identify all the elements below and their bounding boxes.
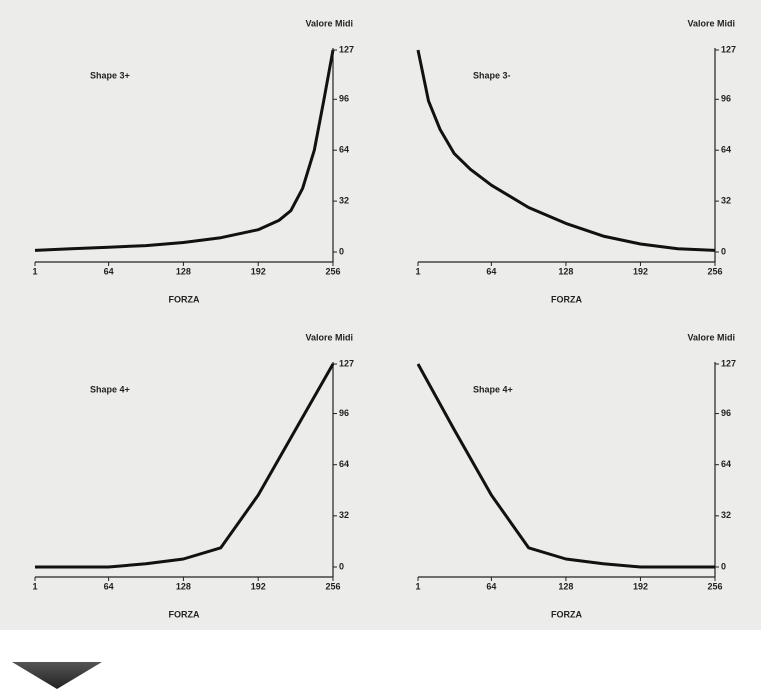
y-tick-label: 96 [721, 94, 731, 104]
x-axis-label: FORZA [169, 609, 200, 619]
x-axis-label: FORZA [551, 609, 582, 619]
x-tick-label: 256 [325, 266, 340, 276]
x-tick-label: 192 [633, 581, 648, 591]
y-tick-label: 32 [721, 195, 731, 205]
x-tick-label: 128 [176, 581, 191, 591]
x-tick-label: 64 [486, 581, 496, 591]
y-tick-label: 64 [721, 459, 731, 469]
shape-label: Shape 3- [473, 70, 511, 80]
x-tick-label: 1 [415, 266, 420, 276]
y-axis-label: Valore Midi [687, 18, 735, 28]
y-axis-label: Valore Midi [305, 18, 353, 28]
y-tick-label: 127 [339, 44, 354, 54]
shape-label: Shape 4+ [90, 384, 130, 394]
x-tick-label: 128 [558, 266, 573, 276]
y-tick-label: 32 [721, 510, 731, 520]
x-tick-label: 256 [707, 581, 722, 591]
next-arrow[interactable] [12, 662, 102, 689]
x-tick-label: 256 [707, 266, 722, 276]
y-tick-label: 64 [721, 145, 731, 155]
curve [35, 363, 335, 569]
y-tick-label: 127 [721, 44, 736, 54]
x-tick-label: 1 [32, 266, 37, 276]
y-tick-label: 0 [721, 246, 726, 256]
y-tick-label: 96 [339, 408, 349, 418]
curve [34, 49, 335, 252]
y-tick-label: 127 [339, 358, 354, 368]
shape-label: Shape 3+ [90, 70, 130, 80]
y-axis-label: Valore Midi [687, 332, 735, 342]
x-tick-label: 256 [325, 581, 340, 591]
x-tick-label: 1 [32, 581, 37, 591]
y-tick-label: 32 [339, 195, 349, 205]
y-tick-label: 127 [721, 358, 736, 368]
curve [416, 363, 715, 569]
x-tick-label: 128 [176, 266, 191, 276]
x-axis-label: FORZA [169, 294, 200, 304]
x-tick-label: 192 [251, 266, 266, 276]
shape-label: Shape 4+ [473, 384, 513, 394]
x-tick-label: 128 [558, 581, 573, 591]
x-tick-label: 1 [415, 581, 420, 591]
x-tick-label: 192 [251, 581, 266, 591]
y-tick-label: 96 [339, 94, 349, 104]
scan-background [0, 0, 761, 630]
y-tick-label: 32 [339, 510, 349, 520]
x-tick-label: 64 [104, 266, 114, 276]
y-tick-label: 0 [721, 561, 726, 571]
curve [416, 49, 716, 252]
y-tick-label: 0 [339, 561, 344, 571]
y-tick-label: 0 [339, 246, 344, 256]
y-axis-label: Valore Midi [305, 332, 353, 342]
y-tick-label: 96 [721, 408, 731, 418]
x-tick-label: 64 [104, 581, 114, 591]
x-tick-label: 192 [633, 266, 648, 276]
x-tick-label: 64 [486, 266, 496, 276]
y-tick-label: 64 [339, 459, 349, 469]
x-axis-label: FORZA [551, 294, 582, 304]
y-tick-label: 64 [339, 145, 349, 155]
